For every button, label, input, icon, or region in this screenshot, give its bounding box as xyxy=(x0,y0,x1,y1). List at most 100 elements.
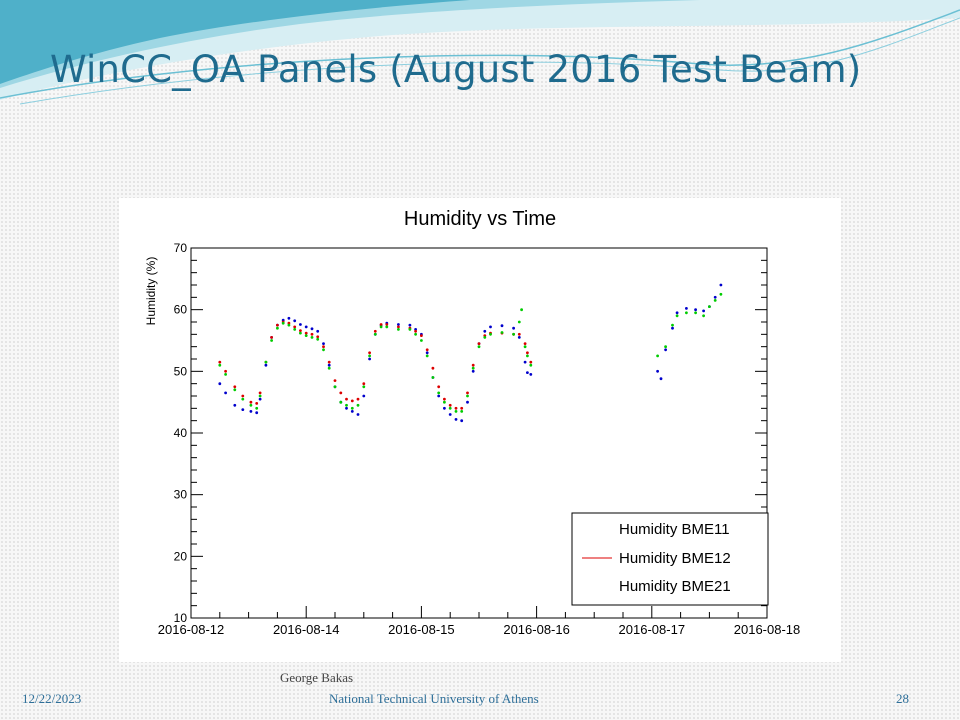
data-point xyxy=(483,336,487,339)
data-point xyxy=(664,345,667,349)
data-point xyxy=(299,331,302,335)
data-point xyxy=(500,331,504,334)
data-point xyxy=(414,329,417,333)
data-point xyxy=(529,373,533,376)
data-point xyxy=(719,292,723,296)
data-point xyxy=(310,327,314,331)
data-point xyxy=(443,400,446,404)
series-humidity-bme11 xyxy=(218,283,723,423)
data-point xyxy=(241,397,245,401)
data-point xyxy=(656,369,659,373)
data-point xyxy=(460,406,464,410)
data-point xyxy=(454,406,458,410)
data-point xyxy=(437,394,441,398)
data-point xyxy=(431,376,435,379)
data-point xyxy=(659,377,663,381)
data-point xyxy=(523,360,527,364)
data-point xyxy=(356,397,360,401)
data-point xyxy=(276,323,279,327)
data-point xyxy=(523,342,527,345)
data-point xyxy=(500,324,504,328)
x-tick-label: 2016-08-12 xyxy=(158,622,225,637)
data-point xyxy=(408,328,412,331)
x-tick-label: 2016-08-14 xyxy=(273,622,340,637)
data-point xyxy=(241,408,245,411)
data-point xyxy=(520,308,523,312)
data-point xyxy=(368,354,371,358)
y-axis-label: Humidity (%) xyxy=(144,257,158,326)
y-tick-label: 60 xyxy=(174,303,188,317)
legend-label-bme12: Humidity BME12 xyxy=(619,550,731,567)
data-point xyxy=(322,342,325,345)
data-point xyxy=(517,336,521,339)
data-point xyxy=(241,394,245,398)
data-point xyxy=(233,388,237,392)
data-point xyxy=(287,316,291,320)
y-tick-label: 50 xyxy=(174,364,188,378)
data-point xyxy=(437,385,441,389)
data-point xyxy=(526,354,529,358)
data-point xyxy=(327,363,331,367)
data-point xyxy=(694,311,697,315)
data-point xyxy=(685,311,688,315)
data-point xyxy=(448,403,452,407)
data-point xyxy=(304,331,308,335)
data-point xyxy=(385,325,389,329)
banner-wave-front xyxy=(0,0,470,84)
banner-swoosh-line-2 xyxy=(19,17,960,105)
data-point xyxy=(529,363,533,367)
plot-panel: Humidity vs Time Humidity (%) 10 20 30 40 50… xyxy=(119,198,841,662)
legend: Humidity BME11 Humidity BME12 Humidity B… xyxy=(571,512,769,606)
data-point xyxy=(454,410,458,413)
footer-author: George Bakas xyxy=(280,670,354,685)
data-point xyxy=(443,397,446,401)
data-point xyxy=(675,311,679,315)
data-point xyxy=(425,348,429,352)
data-point xyxy=(356,413,360,416)
data-point xyxy=(471,363,475,367)
data-point xyxy=(293,328,297,331)
data-series xyxy=(218,283,723,423)
data-point xyxy=(702,314,705,318)
data-point xyxy=(310,336,314,339)
data-point xyxy=(517,320,521,324)
data-point xyxy=(362,385,366,389)
data-point xyxy=(255,402,259,405)
data-point xyxy=(379,325,383,329)
data-point xyxy=(373,329,377,333)
data-point xyxy=(218,363,222,367)
legend-box xyxy=(571,512,769,606)
data-point xyxy=(713,299,717,302)
data-point xyxy=(414,332,417,336)
data-point xyxy=(397,325,400,329)
data-point xyxy=(316,329,320,333)
data-point xyxy=(526,371,529,374)
axis-ticks: 10 20 30 40 50 60 70 2016-08-12 2016-08-14 2016-0… xyxy=(158,241,801,637)
x-tick-label: 2016-08-18 xyxy=(734,622,801,637)
data-point xyxy=(425,354,429,358)
data-point xyxy=(316,337,320,341)
data-point xyxy=(466,391,469,395)
data-point xyxy=(517,332,521,336)
data-point xyxy=(368,351,371,355)
data-point xyxy=(276,326,279,330)
data-point xyxy=(526,351,529,355)
data-point xyxy=(443,406,446,410)
data-point xyxy=(523,345,527,349)
data-point xyxy=(255,406,259,410)
data-point xyxy=(293,319,297,323)
data-point xyxy=(362,382,366,386)
data-point xyxy=(408,323,412,327)
data-point xyxy=(420,339,423,342)
data-point xyxy=(362,394,366,398)
data-point xyxy=(350,410,354,413)
data-point xyxy=(471,366,475,370)
footer-date: 12/22/2023 xyxy=(22,691,82,706)
data-point xyxy=(249,400,253,404)
data-point xyxy=(333,379,337,382)
data-point xyxy=(218,382,222,386)
data-point xyxy=(350,406,354,410)
data-point xyxy=(218,360,222,364)
data-point xyxy=(327,360,331,364)
data-point xyxy=(249,410,253,413)
